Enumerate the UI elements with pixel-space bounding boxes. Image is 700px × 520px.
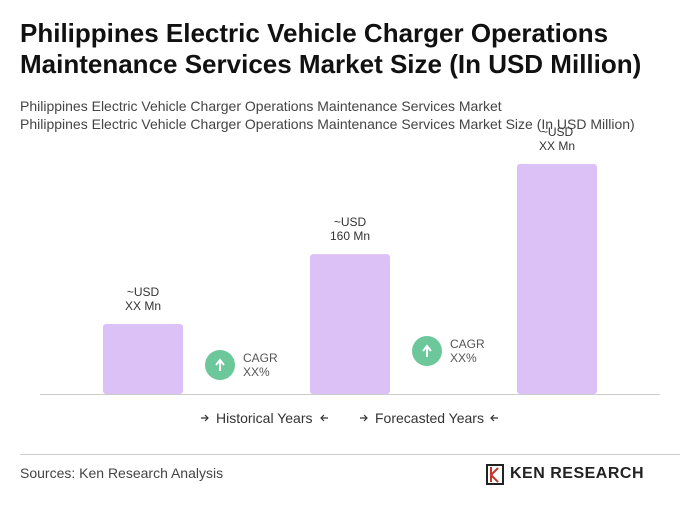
bar [310,254,390,394]
logo-icon [486,464,504,485]
value-label: ~USD 160 Mn [329,215,371,244]
cagr-arrow [215,358,225,371]
subtitle: Philippines Electric Vehicle Charger Ope… [20,116,635,132]
value-label: ~USD XX Mn [124,285,161,314]
chart-title: Philippines Electric Vehicle Charger Ope… [20,18,642,79]
legend-entry: Forecasted Years [375,410,484,426]
bar [517,164,597,394]
cagr-arrow [422,344,432,357]
value-label: ~USD XX Mn [538,125,575,153]
legend-entry: Historical Years [216,410,313,426]
legend-arrows [201,414,498,422]
cagr-label: CAGR XX% [450,337,485,365]
subtitle: Philippines Electric Vehicle Charger Ope… [20,98,502,114]
logo-text: KEN RESEARCH [510,465,645,482]
source: Sources: Ken Research Analysis [20,465,224,481]
bar [103,324,183,394]
cagr-label: CAGR XX% [243,351,278,379]
